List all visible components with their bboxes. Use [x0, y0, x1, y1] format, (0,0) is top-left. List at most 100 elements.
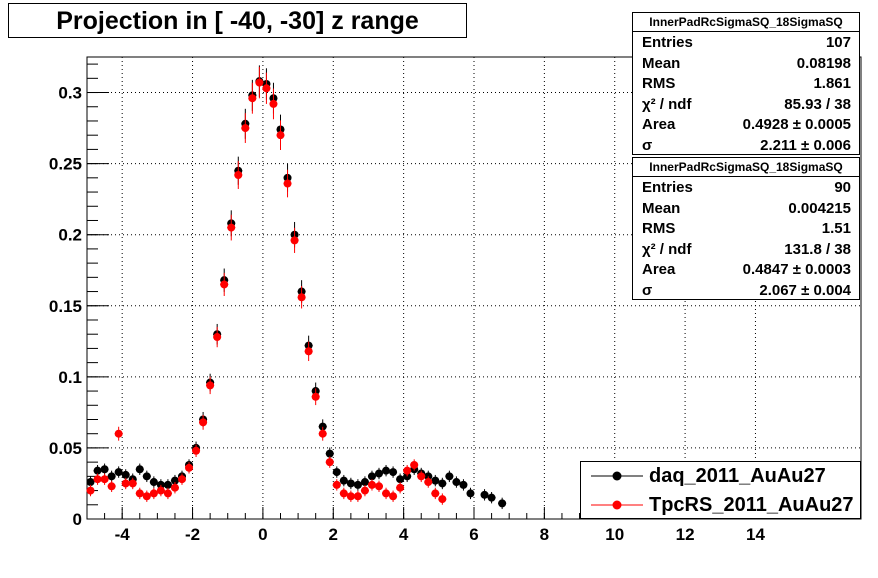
data-point [114, 468, 123, 477]
y-tick-label: 0.3 [58, 84, 82, 103]
data-point [86, 478, 95, 487]
stat-label: Mean [642, 54, 681, 72]
data-point [177, 475, 186, 484]
data-point [107, 482, 116, 491]
data-point [199, 418, 208, 427]
data-point [114, 429, 123, 438]
data-point [93, 466, 102, 475]
data-point [431, 489, 440, 498]
y-tick-label: 0 [73, 510, 82, 529]
stat-value: 90 [834, 179, 851, 196]
stat-label: χ² / ndf [642, 95, 692, 113]
data-point [360, 486, 369, 495]
data-point [149, 489, 158, 498]
data-point [438, 495, 447, 504]
data-point [311, 392, 320, 401]
data-point [192, 446, 201, 455]
data-point [128, 479, 137, 488]
data-point [213, 333, 222, 342]
legend-label: daq_2011_AuAu27 [649, 465, 826, 487]
data-point [480, 490, 489, 499]
data-point [487, 493, 496, 502]
stat-value: 2.067 ± 0.004 [759, 281, 851, 299]
data-point [135, 465, 144, 474]
data-point [353, 480, 362, 489]
legend-entry-tpcrs: TpcRS_2011_AuAu27 [581, 491, 860, 519]
x-tick-label: 6 [469, 525, 478, 544]
y-tick-label: 0.1 [58, 368, 82, 387]
data-point [403, 466, 412, 475]
x-tick-label: 0 [258, 525, 267, 544]
data-point [170, 483, 179, 492]
data-point [375, 482, 384, 491]
stat-label: χ² / ndf [642, 240, 692, 258]
legend-label: TpcRS_2011_AuAu27 [649, 494, 854, 516]
stat-label: Entries [642, 34, 693, 51]
data-point [424, 478, 433, 487]
stat-value: 0.004215 [788, 199, 851, 217]
x-tick-label: 8 [540, 525, 549, 544]
data-point [318, 429, 327, 438]
data-point [248, 94, 257, 103]
data-point [389, 492, 398, 501]
data-point [100, 475, 109, 484]
stats-box-title: InnerPadRcSigmaSQ_18SigmaSQ [633, 13, 859, 32]
data-point [185, 463, 194, 472]
stat-label: σ [642, 281, 653, 299]
data-point [367, 472, 376, 481]
data-point [149, 478, 158, 487]
series-1 [86, 66, 447, 505]
data-point [346, 492, 355, 501]
data-point [452, 478, 461, 487]
data-point [234, 170, 243, 179]
data-point [339, 476, 348, 485]
data-point [325, 458, 334, 467]
x-tick-label: 4 [399, 525, 409, 544]
data-point [304, 347, 313, 356]
data-point [410, 460, 419, 469]
data-point [283, 179, 292, 188]
data-point [389, 468, 398, 477]
stat-label: Entries [642, 179, 693, 196]
stat-value: 0.08198 [796, 54, 851, 72]
data-point [367, 480, 376, 489]
data-point [206, 381, 215, 390]
stat-label: RMS [642, 75, 676, 92]
y-tick-label: 0.25 [49, 155, 82, 174]
data-point [170, 476, 179, 485]
data-point [431, 476, 440, 485]
stat-value: 2.211 ± 0.006 [760, 136, 851, 154]
stat-value: 0.4928 ± 0.0005 [742, 116, 851, 133]
data-point [276, 131, 285, 140]
data-point [346, 479, 355, 488]
data-point [121, 479, 130, 488]
data-point [375, 469, 384, 478]
data-point [156, 486, 165, 495]
stat-value: 131.8 / 38 [784, 240, 851, 258]
x-tick-label: 14 [746, 525, 765, 544]
data-point [318, 422, 327, 431]
data-point [142, 472, 151, 481]
data-point [466, 489, 475, 498]
stat-label: Area [642, 261, 676, 278]
stat-label: Mean [642, 199, 681, 217]
data-point [297, 293, 306, 302]
y-tick-label: 0.2 [58, 226, 82, 245]
data-point [93, 475, 102, 484]
x-tick-label: 10 [605, 525, 624, 544]
data-point [417, 472, 426, 481]
data-point [220, 280, 229, 289]
data-point [396, 475, 405, 484]
data-point [227, 223, 236, 232]
legend-marker-black-icon [591, 471, 643, 481]
legend-marker-red-icon [591, 500, 643, 510]
data-point [382, 489, 391, 498]
data-point [163, 480, 172, 489]
data-point [107, 472, 116, 481]
legend: daq_2011_AuAu27 TpcRS_2011_AuAu27 [580, 461, 861, 519]
y-tick-label: 0.15 [49, 297, 82, 316]
stat-label: Area [642, 116, 676, 133]
data-point [360, 478, 369, 487]
stat-value: 0.4847 ± 0.0003 [742, 261, 851, 278]
data-point [459, 480, 468, 489]
